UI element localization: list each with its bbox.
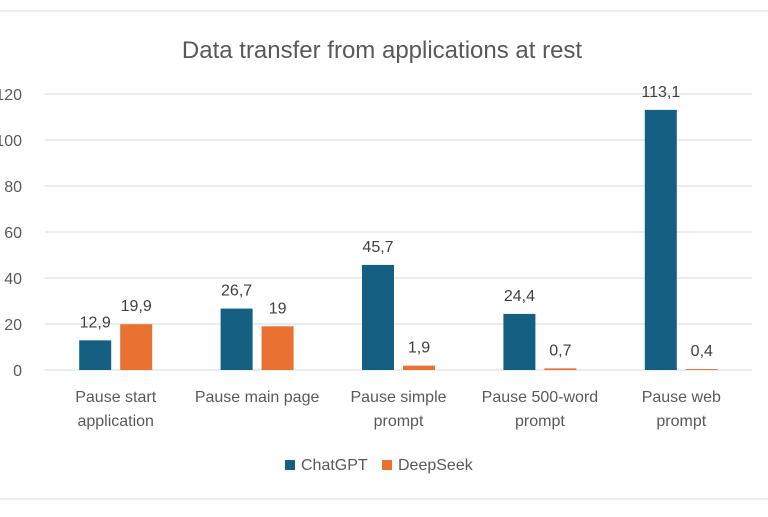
x-tick-label: prompt	[374, 413, 424, 430]
bars	[79, 109, 718, 371]
data-label-chatgpt: 24,4	[504, 288, 535, 305]
data-label-deepseek: 19	[269, 300, 287, 317]
x-tick-label: Pause simple	[350, 389, 446, 406]
legend-deepseek-swatch	[382, 460, 392, 470]
x-tick-label: Pause start	[75, 389, 156, 406]
gridlines	[45, 93, 752, 371]
data-labels: 12,9 19,9 26,7 19 45,7 1,9 24,4 0,7 113,1 0,4	[80, 84, 713, 360]
x-tick-labels: Pause start application Pause main page Pau…	[75, 389, 721, 430]
data-label-deepseek: 0,4	[691, 343, 713, 360]
legend-chatgpt-label: ChatGPT	[301, 457, 368, 474]
x-tick-label: Pause web	[642, 389, 721, 406]
legend: ChatGPT DeepSeek	[285, 457, 474, 474]
bar-chatgpt	[644, 109, 677, 371]
legend-deepseek-label: DeepSeek	[398, 457, 474, 474]
bar-deepseek	[261, 326, 294, 370]
y-tick-label: 80	[4, 179, 22, 196]
data-label-deepseek: 0,7	[549, 342, 571, 359]
bar-chatgpt	[79, 340, 112, 370]
x-tick-label: prompt	[656, 413, 706, 430]
y-tick-label: 40	[4, 271, 22, 288]
y-tick-label: 100	[0, 133, 22, 150]
bar-deepseek	[685, 369, 718, 370]
data-label-chatgpt: 45,7	[362, 239, 393, 256]
bar-deepseek	[120, 324, 153, 370]
bar-chatgpt	[220, 308, 253, 370]
legend-chatgpt-swatch	[285, 460, 295, 470]
x-tick-label: prompt	[515, 413, 565, 430]
bar-chatgpt	[362, 264, 394, 370]
data-label-chatgpt: 12,9	[80, 314, 111, 331]
y-tick-labels: 0 20 40 60 80 100 120	[0, 87, 22, 380]
data-label-chatgpt: 26,7	[221, 283, 252, 300]
bar-deepseek	[403, 365, 435, 370]
data-label-deepseek: 19,9	[121, 298, 152, 315]
bar-chatgpt	[503, 313, 536, 370]
y-tick-label: 20	[4, 317, 22, 334]
y-tick-label: 120	[0, 87, 22, 104]
chart-title: Data transfer from applications at rest	[182, 37, 583, 64]
x-tick-label: application	[77, 413, 154, 430]
y-tick-label: 0	[13, 363, 22, 380]
x-tick-label: Pause 500-word	[482, 389, 599, 406]
data-label-chatgpt: 113,1	[641, 84, 680, 101]
data-label-deepseek: 1,9	[408, 340, 430, 357]
x-tick-label: Pause main page	[195, 389, 320, 406]
bar-deepseek	[544, 368, 577, 370]
y-tick-label: 60	[4, 225, 22, 242]
